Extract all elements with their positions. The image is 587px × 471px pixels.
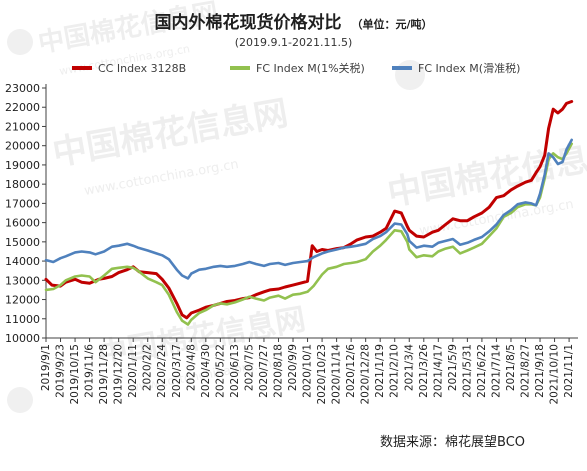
- x-tick-label: 2021/3/4: [403, 344, 415, 391]
- y-tick-label: 21000: [5, 120, 40, 133]
- x-tick-label: 2019/12/20: [113, 344, 125, 405]
- series-line-3: [44, 138, 573, 280]
- x-tick-label: 2020/2/2: [142, 344, 154, 391]
- x-tick-label: 2021/3/26: [418, 344, 430, 398]
- x-tick-label: 2020/12/6: [345, 344, 357, 398]
- y-tick-label: 13000: [5, 274, 40, 287]
- x-tick-label: 2020/6/13: [229, 344, 241, 398]
- y-tick-label: 10000: [5, 332, 40, 345]
- series-line-2: [44, 142, 573, 326]
- x-tick-label: 2020/2/24: [156, 344, 168, 398]
- y-tick-label: 17000: [5, 197, 40, 210]
- x-tick-label: 2021/5/31: [461, 344, 473, 398]
- chart-title-row: 国内外棉花现货价格对比 （单位：元/吨）: [0, 8, 587, 33]
- chart-subtitle: (2019.9.1-2021.11.5): [234, 36, 353, 49]
- x-tick-label: 2020/7/5: [243, 344, 255, 391]
- x-tick-label: 2020/11/14: [331, 344, 343, 405]
- x-tick-label: 2020/10/1: [302, 344, 314, 398]
- data-source-note: 数据来源：棉花展望BCO: [380, 435, 525, 450]
- legend-label-2: FC Index M(1%关税): [256, 61, 365, 75]
- x-tick-label: 2020/5/22: [214, 344, 226, 398]
- chart-unit-note: （单位：元/吨）: [351, 18, 433, 31]
- y-tick-label: 20000: [5, 140, 40, 153]
- x-tick-label: 2021/11/1: [563, 344, 575, 398]
- x-tick-label: 2020/1/11: [127, 344, 139, 398]
- x-tick-label: 2019/10/15: [69, 344, 81, 405]
- x-tick-label: 2021/7/14: [490, 344, 502, 398]
- chart-title: 国内外棉花现货价格对比: [154, 13, 342, 33]
- x-tick-label: 2020/3/17: [171, 344, 183, 398]
- x-tick-label: 2020/4/8: [185, 344, 197, 391]
- x-tick-label: 2019/11/28: [98, 344, 110, 405]
- x-tick-label: 2021/6/22: [476, 344, 488, 398]
- x-tick-label: 2020/8/18: [272, 344, 284, 398]
- legend-label-3: FC Index M(滑准税): [418, 61, 520, 75]
- x-tick-label: 2021/9/18: [534, 344, 546, 398]
- y-tick-label: 23000: [5, 82, 40, 95]
- y-tick-label: 16000: [5, 217, 40, 230]
- y-tick-label: 19000: [5, 159, 40, 172]
- x-tick-label: 2020/4/30: [200, 344, 212, 398]
- x-tick-label: 2021/1/19: [374, 344, 386, 398]
- y-tick-label: 14000: [5, 255, 40, 268]
- x-tick-label: 2021/4/17: [432, 344, 444, 398]
- x-tick-label: 2020/9/9: [287, 344, 299, 391]
- x-tick-label: 2021/10/10: [549, 344, 561, 405]
- y-tick-label: 11000: [5, 313, 40, 326]
- x-tick-label: 2020/12/28: [360, 344, 372, 405]
- x-tick-label: 2020/10/23: [316, 344, 328, 405]
- x-tick-label: 2021/5/9: [447, 344, 459, 391]
- x-tick-label: 2021/8/27: [520, 344, 532, 398]
- y-tick-label: 18000: [5, 178, 40, 191]
- y-tick-label: 12000: [5, 294, 40, 307]
- x-tick-label: 2019/9/23: [55, 344, 67, 398]
- x-tick-label: 2020/7/27: [258, 344, 270, 398]
- x-tick-label: 2019/9/1: [40, 344, 52, 391]
- x-tick-label: 2021/2/10: [389, 344, 401, 398]
- y-tick-label: 22000: [5, 101, 40, 114]
- x-tick-label: 2019/11/6: [84, 344, 96, 398]
- legend-label-1: CC Index 3128B: [98, 62, 186, 75]
- y-tick-label: 15000: [5, 236, 40, 249]
- series-line-1: [44, 100, 574, 320]
- x-tick-label: 2021/8/5: [505, 344, 517, 391]
